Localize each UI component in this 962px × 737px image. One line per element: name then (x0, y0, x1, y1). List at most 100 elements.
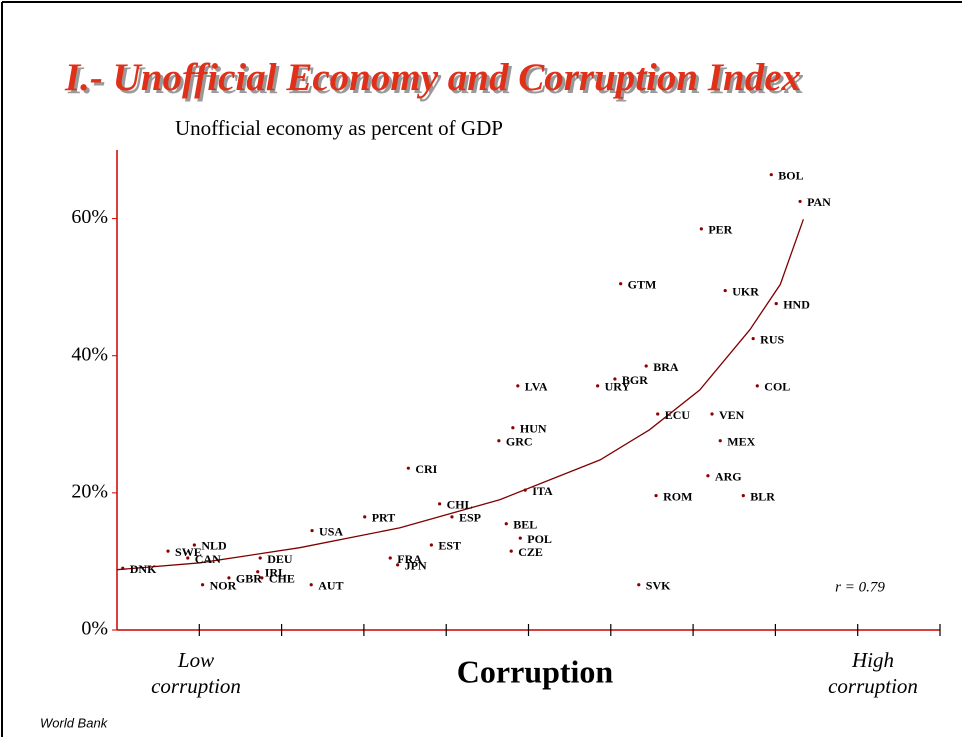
point (769, 173, 773, 177)
point (258, 556, 262, 560)
point-label: JPN (405, 559, 427, 573)
y-tick-label: 20% (71, 480, 108, 502)
point (774, 302, 778, 306)
point-label: ITA (532, 484, 553, 498)
point (619, 282, 623, 286)
point (637, 583, 641, 587)
point-label: CRI (415, 462, 437, 476)
point (710, 412, 714, 416)
point (192, 543, 196, 547)
point (388, 556, 392, 560)
point (396, 563, 400, 567)
point (516, 384, 520, 388)
point-label: BOL (778, 168, 803, 182)
point (596, 384, 600, 388)
point-label: CHL (447, 498, 473, 512)
point-label: EST (438, 539, 461, 553)
point (656, 412, 660, 416)
title-shadow: I.- Unofficial Economy and Corruption In… (67, 59, 804, 102)
source: World Bank (40, 715, 109, 730)
x-axis-label: Corruption (457, 653, 614, 689)
point-label: SWE (175, 545, 202, 559)
point (406, 466, 410, 470)
point-label: POL (527, 532, 552, 546)
point-label: ESP (459, 511, 481, 525)
point-label: IRL (265, 565, 286, 579)
point-label: LVA (525, 380, 548, 394)
point-label: USA (319, 524, 343, 538)
point (518, 536, 522, 540)
y-tick-label: 0% (81, 618, 108, 640)
point-label: VEN (719, 408, 745, 422)
point (363, 515, 367, 519)
point (227, 576, 231, 580)
point-label: CHE (269, 572, 295, 586)
trend-line (116, 219, 805, 571)
point-label: ARG (715, 469, 742, 483)
point-label: COL (764, 380, 790, 394)
y-axis-label: Unofficial economy as percent of GDP (175, 116, 503, 140)
point (450, 515, 454, 519)
point (718, 439, 722, 443)
point-label: NOR (210, 578, 237, 592)
point (511, 426, 515, 430)
point (706, 474, 710, 478)
point (310, 528, 314, 533)
x-high-label: High corruption (828, 648, 918, 698)
point-label: BEL (513, 517, 537, 531)
annotation: r = 0.79 (835, 579, 885, 595)
point-label: DNK (130, 562, 157, 576)
point (260, 576, 264, 580)
point (523, 488, 527, 492)
point-label: BGR (622, 373, 648, 387)
point-label: NLD (201, 539, 227, 553)
point (654, 494, 658, 498)
point-label: MEX (727, 434, 755, 448)
point (798, 199, 802, 204)
text: High corruption (828, 648, 918, 698)
point-label: PAN (807, 195, 831, 209)
point (121, 566, 125, 570)
point (613, 377, 617, 381)
point (497, 439, 501, 443)
point-label: GBR (236, 572, 262, 586)
point (429, 543, 433, 547)
point-label: HUN (520, 421, 547, 435)
text: Low corruption (151, 648, 241, 698)
y-tick-label: 60% (71, 206, 108, 228)
point (723, 288, 727, 293)
point-label: HND (783, 297, 810, 311)
point (755, 384, 759, 388)
point-label: GTM (628, 277, 657, 291)
point (504, 522, 508, 526)
point-label: DEU (267, 552, 293, 566)
x-low-label: Low corruption (151, 648, 241, 698)
point (741, 494, 745, 498)
point (309, 583, 313, 587)
point-label: GRC (506, 434, 533, 448)
point (256, 570, 260, 574)
point-label: CZE (518, 545, 543, 559)
point-label: SVK (646, 578, 671, 592)
point-label: BLR (750, 489, 775, 503)
point-label: ECU (665, 408, 691, 422)
point-label: AUT (318, 578, 343, 592)
point-label: CAN (195, 552, 221, 566)
chart-title: I.- Unofficial Economy and Corruption In… (64, 56, 801, 99)
point (509, 549, 513, 553)
point (200, 583, 205, 587)
point (438, 502, 442, 506)
point-label: RUS (760, 332, 784, 346)
point (166, 549, 170, 553)
point (186, 556, 190, 560)
point-label: PRT (372, 511, 396, 525)
point-label: PER (708, 223, 732, 237)
point (699, 227, 703, 231)
point-label: UKR (732, 284, 759, 298)
point-label: ROM (663, 489, 692, 503)
point (751, 336, 755, 341)
point-label: BRA (653, 360, 679, 374)
y-tick-label: 40% (71, 343, 108, 365)
point-label: URY (605, 380, 631, 394)
